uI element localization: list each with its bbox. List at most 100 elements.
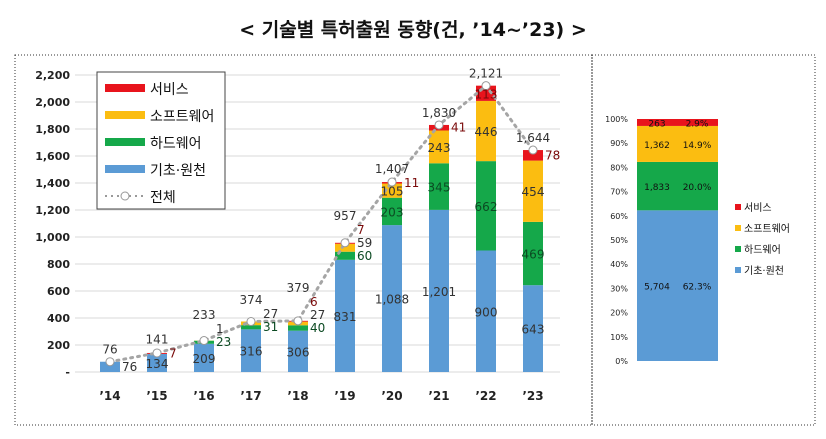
bar-value-label: 203 xyxy=(381,205,404,219)
total-marker xyxy=(153,349,161,357)
x-tick-label: ’23 xyxy=(522,389,543,403)
bar-value-label: 7 xyxy=(357,223,365,237)
bar-value-label: 60 xyxy=(357,249,372,263)
y-tick-label: 800 xyxy=(47,258,70,271)
x-tick-label: ’17 xyxy=(240,389,261,403)
legend-swatch xyxy=(105,138,145,146)
x-tick-label: ’14 xyxy=(99,389,120,403)
y-tick-label: 1,400 xyxy=(35,177,70,190)
y-tick-label: 100% xyxy=(605,115,628,124)
segment-value-label: 5,704 xyxy=(644,283,670,293)
y-tick-label: 10% xyxy=(610,333,628,342)
bar-value-label: 76 xyxy=(122,360,137,374)
legend-swatch xyxy=(735,267,741,273)
legend-swatch xyxy=(105,165,145,173)
bar-value-label: 306 xyxy=(287,345,310,359)
bar-value-label: 446 xyxy=(475,125,498,139)
legend-label: 서비스 xyxy=(744,202,772,214)
segment-percent-label: 62.3% xyxy=(683,283,712,293)
y-tick-label: 20% xyxy=(610,309,628,318)
bar-value-label: 831 xyxy=(334,310,357,324)
y-tick-label: 30% xyxy=(610,284,628,293)
y-tick-label: 0% xyxy=(615,357,628,366)
segment-value-label: 263 xyxy=(648,119,665,129)
y-tick-label: 80% xyxy=(610,163,628,172)
bar-value-label: 243 xyxy=(428,141,451,155)
bar-value-label: 6 xyxy=(310,295,318,309)
total-marker xyxy=(200,337,208,345)
x-tick-label: ’15 xyxy=(146,389,167,403)
bar-value-label: 27 xyxy=(263,307,278,321)
bar-value-label: 11 xyxy=(404,176,419,190)
bar-value-label: 113 xyxy=(475,87,498,101)
bar-value-label: 209 xyxy=(193,352,216,366)
total-value-label: 76 xyxy=(102,343,117,357)
legend-swatch xyxy=(105,84,145,92)
segment-percent-label: 20.0% xyxy=(683,183,712,193)
bar-value-label: 345 xyxy=(428,181,451,195)
legend-swatch xyxy=(105,111,145,119)
y-tick-label: 60% xyxy=(610,212,628,221)
bar-segment xyxy=(288,325,308,330)
bar-value-label: 31 xyxy=(263,320,278,334)
total-marker xyxy=(247,318,255,326)
y-tick-label: 1,800 xyxy=(35,123,70,136)
total-marker xyxy=(529,146,537,154)
legend-label: 소프트웨어 xyxy=(150,109,214,125)
legend-label: 하드웨어 xyxy=(150,136,202,152)
bar-value-label: 7 xyxy=(169,346,177,360)
y-tick-label: 2,000 xyxy=(35,96,70,109)
y-tick-label: 70% xyxy=(610,188,628,197)
bar-value-label: 78 xyxy=(545,148,560,162)
x-tick-label: ’19 xyxy=(334,389,355,403)
y-tick-label: 200 xyxy=(47,339,70,352)
legend-label: 하드웨어 xyxy=(744,243,781,256)
total-value-label: 141 xyxy=(146,332,169,346)
segment-percent-label: 14.9% xyxy=(683,141,712,151)
bar-value-label: 40 xyxy=(310,321,325,335)
x-tick-label: ’20 xyxy=(381,389,402,403)
x-tick-label: ’18 xyxy=(287,389,308,403)
total-value-label: 1,407 xyxy=(375,162,409,176)
y-tick-label: 600 xyxy=(47,285,70,298)
chart-title: < 기술별 특허출원 동향(건, ’14~’23) > xyxy=(239,19,587,41)
legend-swatch xyxy=(735,246,741,252)
total-value-label: 374 xyxy=(240,293,263,307)
bar-value-label: 900 xyxy=(475,305,498,319)
total-value-label: 2,121 xyxy=(469,67,503,81)
bar-value-label: 105 xyxy=(381,185,404,199)
bar-value-label: 469 xyxy=(522,248,545,262)
bar-value-label: 59 xyxy=(357,236,372,250)
legend-label: 소프트웨어 xyxy=(744,223,790,235)
total-value-label: 1,830 xyxy=(422,106,456,120)
bar-value-label: 316 xyxy=(240,345,263,359)
legend-label: 기초·원천 xyxy=(150,163,206,179)
y-tick-label: - xyxy=(65,366,70,379)
bar-value-label: 41 xyxy=(451,121,466,135)
bar-value-label: 1,088 xyxy=(375,293,409,307)
legend-label: 기초·원천 xyxy=(744,265,784,277)
segment-percent-label: 2.9% xyxy=(686,119,709,129)
total-marker xyxy=(294,317,302,325)
segment-value-label: 1,833 xyxy=(644,183,670,193)
bar-value-label: 662 xyxy=(475,200,498,214)
legend-swatch xyxy=(735,225,741,231)
y-tick-label: 1,600 xyxy=(35,150,70,163)
total-value-label: 379 xyxy=(287,281,310,295)
total-marker xyxy=(341,239,349,247)
bar-value-label: 27 xyxy=(310,308,325,322)
legend-label: 전체 xyxy=(150,190,176,206)
total-value-label: 1,644 xyxy=(516,131,550,145)
bar-value-label: 23 xyxy=(216,335,231,349)
total-marker xyxy=(106,358,114,366)
bar-value-label: 134 xyxy=(146,357,169,371)
y-tick-label: 400 xyxy=(47,312,70,325)
bar-value-label: 1 xyxy=(216,322,224,336)
x-tick-label: ’16 xyxy=(193,389,214,403)
y-tick-label: 1,200 xyxy=(35,204,70,217)
bar-value-label: 1,201 xyxy=(422,285,456,299)
y-tick-label: 50% xyxy=(610,236,628,245)
